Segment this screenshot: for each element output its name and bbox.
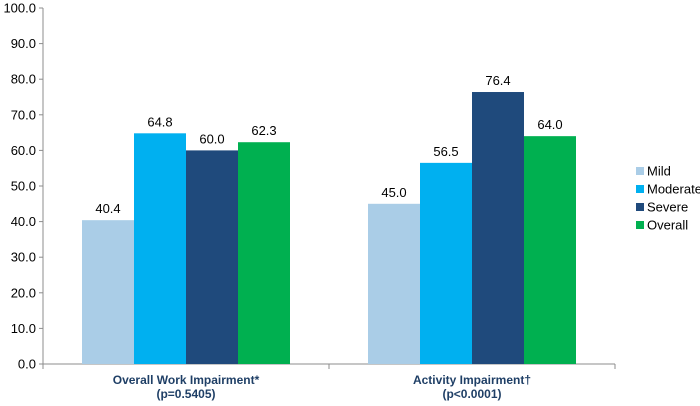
data-label: 76.4 xyxy=(485,73,510,88)
y-tick-label: 90.0 xyxy=(11,36,36,51)
legend-label: Moderate xyxy=(647,182,700,197)
y-tick-label: 50.0 xyxy=(11,179,36,194)
y-tick-label: 100.0 xyxy=(3,1,36,16)
data-label: 64.8 xyxy=(147,114,172,129)
y-tick-label: 10.0 xyxy=(11,321,36,336)
y-tick-label: 20.0 xyxy=(11,285,36,300)
data-label: 45.0 xyxy=(381,185,406,200)
legend-swatch-mild xyxy=(636,167,644,175)
bar-overall xyxy=(238,142,290,364)
category-labels: Overall Work Impairment*(p=0.5405) Activi… xyxy=(113,373,531,401)
category-label: (p<0.0001) xyxy=(442,387,501,401)
data-label: 62.3 xyxy=(251,123,276,138)
y-axis: 0.0 10.0 20.0 30.0 40.0 50.0 60.0 70.0 80.0 90.0 1… xyxy=(3,1,44,372)
legend-swatch-severe xyxy=(636,203,644,211)
category-label: Overall Work Impairment* xyxy=(113,373,260,387)
y-tick-label: 80.0 xyxy=(11,72,36,87)
legend-label: Overall xyxy=(647,218,688,233)
bar-mild xyxy=(82,220,134,364)
y-tick-label: 40.0 xyxy=(11,214,36,229)
y-tick-label: 60.0 xyxy=(11,143,36,158)
y-tick-label: 30.0 xyxy=(11,250,36,265)
legend-label: Severe xyxy=(647,200,688,215)
bar-moderate xyxy=(134,133,186,364)
category-label: (p=0.5405) xyxy=(156,387,215,401)
bar-severe xyxy=(186,150,238,364)
y-tick-label: 0.0 xyxy=(18,357,36,372)
bar-severe xyxy=(472,92,524,365)
legend-swatch-overall xyxy=(636,221,644,229)
data-label: 60.0 xyxy=(199,131,224,146)
y-tick-label: 70.0 xyxy=(11,107,36,122)
legend-label: Mild xyxy=(647,164,671,179)
data-label: 40.4 xyxy=(95,201,120,216)
legend: Mild Moderate Severe Overall xyxy=(636,164,700,233)
data-label: 64.0 xyxy=(537,117,562,132)
bars xyxy=(82,92,576,365)
category-label: Activity Impairment† xyxy=(413,373,531,387)
legend-swatch-moderate xyxy=(636,185,644,193)
bar-mild xyxy=(368,203,420,364)
bar-moderate xyxy=(420,162,472,364)
x-axis xyxy=(42,363,616,369)
data-label: 56.5 xyxy=(433,144,458,159)
data-labels: 40.4 45.0 64.8 56.5 60.0 76.4 62.3 64.0 xyxy=(95,73,562,216)
bar-overall xyxy=(524,136,576,364)
